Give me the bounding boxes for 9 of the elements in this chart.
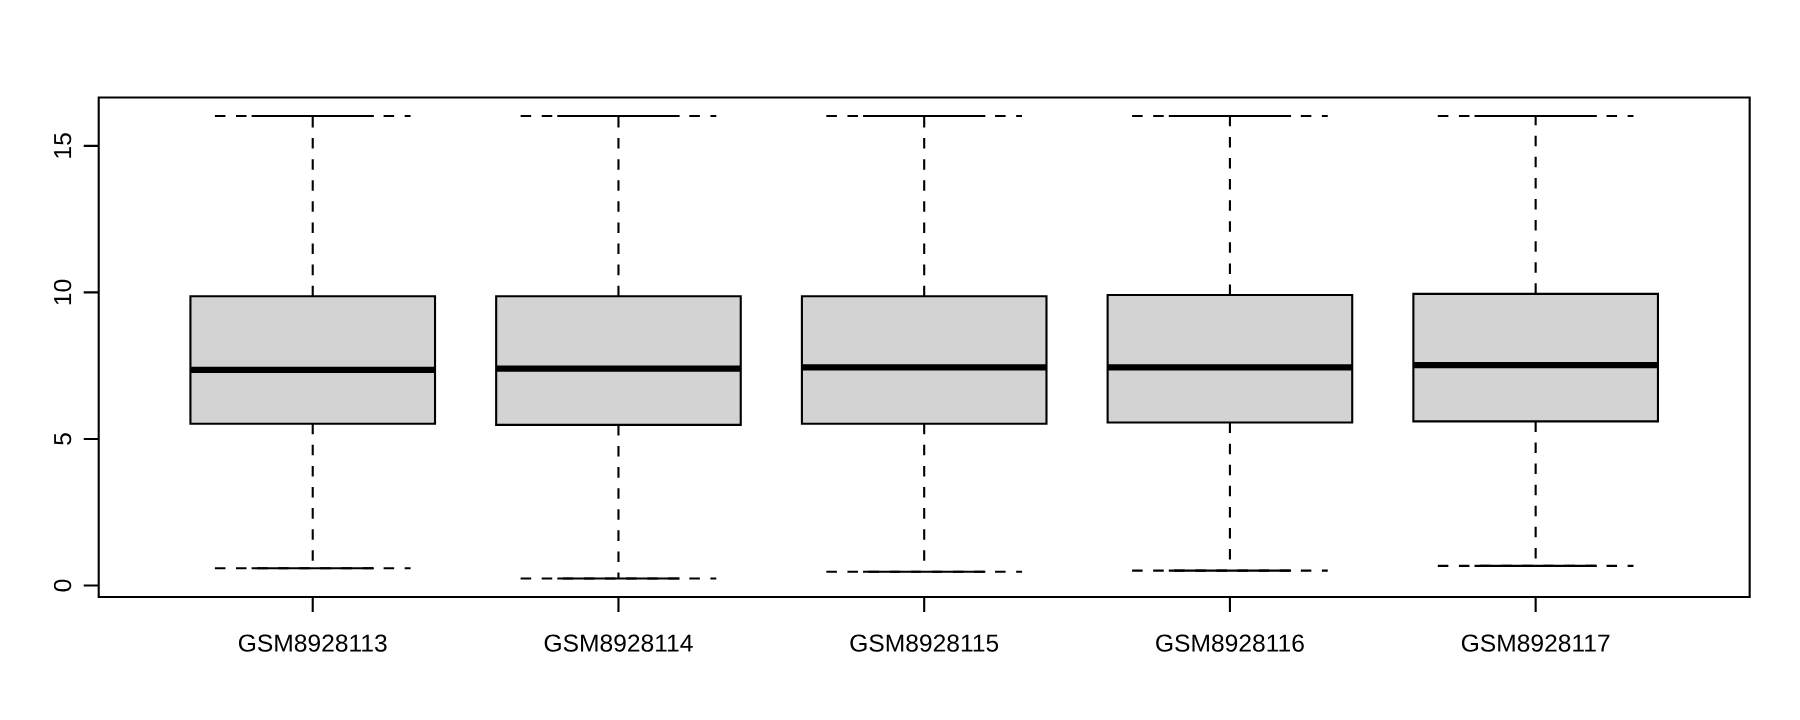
x-tick-label: GSM8928117 <box>1461 634 1610 652</box>
x-tick-label: GSM8928116 <box>1156 634 1304 652</box>
x-tick-label: GSM8928113 <box>238 634 387 652</box>
y-tick-label: 10 <box>53 279 72 305</box>
x-tick-label: GSM8928115 <box>850 634 999 652</box>
y-tick-label: 5 <box>54 433 72 445</box>
x-tick-label: GSM8928114 <box>544 634 693 652</box>
y-tick-label: 0 <box>53 579 72 592</box>
y-tick-label: 15 <box>54 133 72 158</box>
